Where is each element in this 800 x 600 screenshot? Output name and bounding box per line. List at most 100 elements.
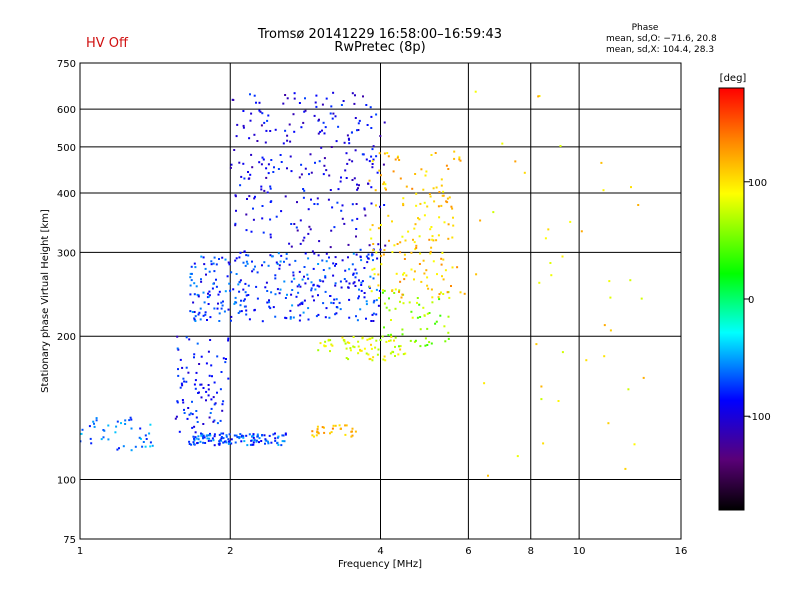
data-point <box>306 273 309 276</box>
data-point <box>197 438 200 441</box>
data-point <box>585 359 588 362</box>
data-point <box>260 440 263 442</box>
data-point <box>240 435 243 438</box>
data-point <box>450 285 452 287</box>
y-tick-label: 600 <box>57 105 76 116</box>
data-point <box>402 202 405 205</box>
data-point <box>355 228 358 230</box>
data-point <box>350 131 353 134</box>
data-point <box>372 277 375 280</box>
data-point <box>603 324 606 327</box>
data-point <box>247 254 250 257</box>
data-point <box>419 345 422 348</box>
y-tick-label: 400 <box>57 189 76 200</box>
data-point <box>344 269 347 272</box>
data-point <box>332 262 335 265</box>
data-point <box>308 173 310 176</box>
data-point <box>281 434 284 437</box>
data-point <box>383 121 386 124</box>
data-point <box>277 443 280 446</box>
data-point <box>391 251 394 254</box>
data-point <box>278 292 281 295</box>
data-point <box>339 427 342 430</box>
data-point <box>367 353 370 356</box>
data-point <box>453 150 456 153</box>
data-point <box>381 291 384 294</box>
data-point <box>273 166 275 169</box>
data-point <box>603 355 606 358</box>
data-point <box>325 252 328 255</box>
data-point <box>414 339 417 342</box>
data-point <box>256 297 259 300</box>
chart-title: Tromsø 20141229 16:58:00–16:59:43 <box>257 27 503 42</box>
data-point <box>299 285 302 288</box>
data-point <box>335 263 338 265</box>
data-point <box>276 288 279 291</box>
data-point <box>375 155 378 158</box>
data-point <box>382 163 385 166</box>
data-point <box>448 296 451 299</box>
data-point <box>381 335 384 338</box>
data-point <box>81 428 84 431</box>
data-point <box>230 442 233 445</box>
data-point <box>399 348 402 351</box>
data-point <box>186 417 189 420</box>
data-point <box>372 301 375 304</box>
data-point <box>445 200 448 203</box>
data-point <box>370 343 372 346</box>
data-point <box>329 295 332 297</box>
data-point <box>250 153 253 156</box>
data-point <box>351 203 354 206</box>
data-point <box>196 293 199 296</box>
data-point <box>370 202 373 205</box>
data-point <box>196 421 199 423</box>
data-point <box>351 427 354 430</box>
data-point <box>624 467 627 470</box>
data-point <box>300 126 303 129</box>
data-point <box>303 236 306 239</box>
data-point <box>275 215 278 218</box>
data-point <box>424 344 427 347</box>
data-point <box>240 310 243 313</box>
data-point <box>285 317 288 320</box>
data-point <box>378 169 381 172</box>
data-point <box>252 443 255 446</box>
data-point <box>401 235 404 238</box>
data-point <box>344 433 347 436</box>
y-tick-labels: 75 100 200 300 400 500 600 750 <box>57 59 76 546</box>
data-point <box>352 282 355 285</box>
data-point <box>410 310 413 313</box>
data-point <box>549 262 552 264</box>
data-point <box>227 339 230 342</box>
data-point <box>371 359 374 362</box>
data-point <box>208 374 211 377</box>
data-point <box>183 380 186 383</box>
data-point <box>227 438 230 441</box>
data-point <box>384 244 387 247</box>
data-point <box>202 256 205 259</box>
data-point <box>366 124 369 126</box>
data-point <box>182 401 185 404</box>
data-point <box>327 198 330 201</box>
data-point <box>423 201 426 204</box>
data-point <box>222 437 225 440</box>
data-point <box>195 437 198 440</box>
data-point <box>335 312 338 315</box>
data-point <box>197 313 200 316</box>
data-point <box>299 242 302 245</box>
data-point <box>393 292 396 294</box>
data-point <box>343 340 346 343</box>
data-point <box>438 191 441 193</box>
data-point <box>429 252 432 255</box>
data-point <box>383 204 386 206</box>
data-point <box>354 268 357 271</box>
data-point <box>314 101 317 104</box>
data-point <box>275 261 278 264</box>
data-point <box>260 124 263 127</box>
data-point <box>436 273 438 276</box>
data-point <box>277 168 280 170</box>
data-point <box>444 340 447 343</box>
data-point <box>331 344 334 347</box>
data-point <box>245 309 248 312</box>
data-point <box>352 272 355 275</box>
